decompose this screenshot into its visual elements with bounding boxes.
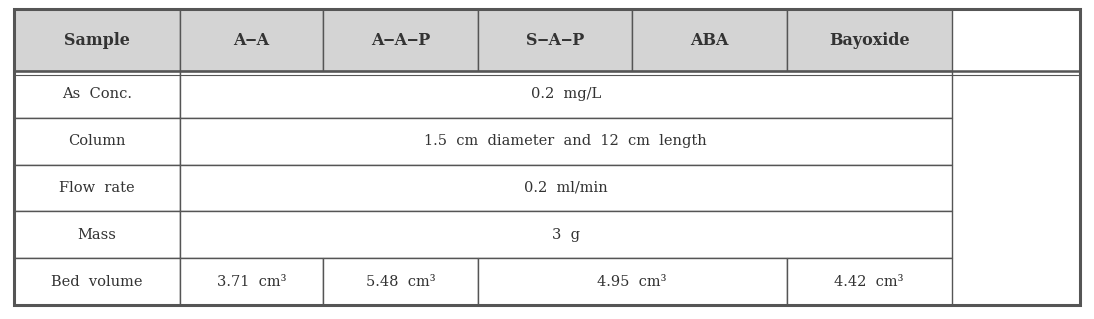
Text: Mass: Mass [78,228,116,242]
Bar [179,165,952,211]
Bar [478,9,632,71]
Bar [787,9,952,71]
Bar [179,9,324,71]
Bar [14,165,179,211]
Bar [14,118,179,165]
Bar [478,258,787,305]
Bar [14,9,179,71]
Bar [324,258,478,305]
Bar [179,71,952,118]
Text: Flow  rate: Flow rate [59,181,135,195]
Text: 4.42  cm³: 4.42 cm³ [835,275,904,289]
Bar [179,211,952,258]
Bar [324,9,478,71]
Text: 3  g: 3 g [551,228,580,242]
Text: 0.2  mg/L: 0.2 mg/L [531,87,601,101]
Bar [14,9,179,71]
Text: 5.48  cm³: 5.48 cm³ [365,275,435,289]
Bar [179,118,952,165]
Text: ABA: ABA [690,32,729,48]
Bar [478,9,632,71]
Bar [179,9,324,71]
Text: Bed  volume: Bed volume [51,275,143,289]
Bar [324,258,478,305]
Bar [787,258,952,305]
Text: Sample: Sample [65,32,130,48]
Bar [14,71,179,118]
Bar [632,9,787,71]
Text: As  Conc.: As Conc. [62,87,132,101]
Bar [14,211,179,258]
Bar [179,211,952,258]
Text: 3.71  cm³: 3.71 cm³ [217,275,287,289]
Bar [14,258,179,305]
Text: Column: Column [68,134,126,148]
Text: Bayoxide: Bayoxide [829,32,909,48]
Bar [14,118,179,165]
Bar [179,165,952,211]
Bar [179,118,952,165]
Bar [787,258,952,305]
Bar [632,9,787,71]
Bar [179,258,324,305]
Bar [179,258,324,305]
Text: A‒A‒P: A‒A‒P [371,32,430,48]
Bar [787,9,952,71]
Bar [14,258,179,305]
Text: S‒A‒P: S‒A‒P [526,32,584,48]
Bar [324,9,478,71]
Bar [14,211,179,258]
Text: 4.95  cm³: 4.95 cm³ [597,275,667,289]
Text: 0.2  ml/min: 0.2 ml/min [524,181,607,195]
Bar [478,258,787,305]
Text: 1.5  cm  diameter  and  12  cm  length: 1.5 cm diameter and 12 cm length [424,134,707,148]
Bar [14,71,179,118]
Bar [179,71,952,118]
Bar [14,165,179,211]
Text: A‒A: A‒A [233,32,269,48]
